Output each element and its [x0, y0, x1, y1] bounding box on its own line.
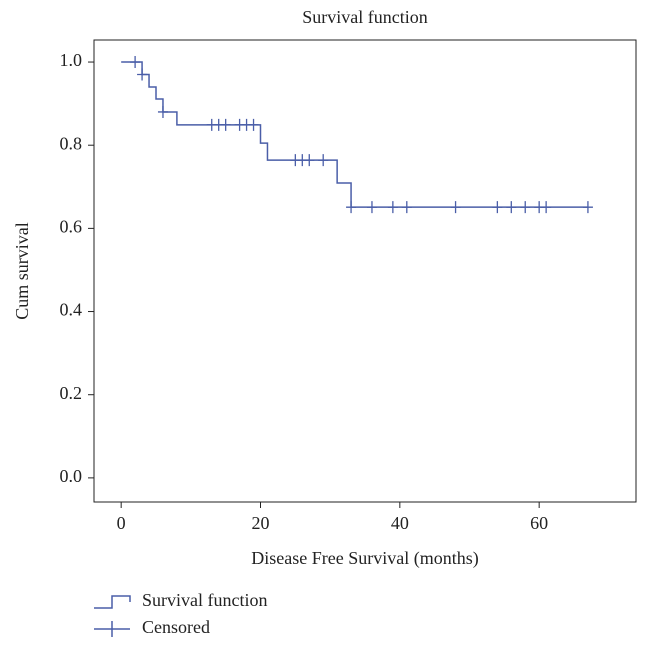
legend-swatch	[94, 621, 130, 637]
censor-mark	[366, 201, 377, 214]
censor-mark	[541, 201, 552, 214]
y-tick-label: 1.0	[60, 50, 83, 70]
x-tick-label: 60	[530, 513, 548, 533]
censor-mark	[450, 201, 461, 214]
chart-title: Survival function	[302, 7, 427, 27]
y-axis-label: Cum survival	[12, 222, 32, 320]
censor-mark	[304, 154, 315, 167]
x-tick-label: 20	[252, 513, 270, 533]
y-tick-label: 0.8	[60, 133, 83, 153]
censor-mark	[492, 201, 503, 214]
censor-mark	[248, 118, 259, 131]
censor-mark	[520, 201, 531, 214]
y-tick-label: 0.0	[60, 466, 83, 486]
legend-label: Censored	[142, 617, 210, 637]
survival-line	[121, 61, 588, 208]
plot-frame	[93, 39, 637, 503]
censor-mark	[346, 201, 357, 214]
x-axis-label: Disease Free Survival (months)	[251, 548, 478, 569]
censor-mark	[137, 68, 148, 81]
censor-mark	[130, 56, 141, 69]
legend-label: Survival function	[142, 590, 267, 610]
censor-mark	[318, 154, 329, 167]
censor-mark	[506, 201, 517, 214]
censor-mark	[401, 201, 412, 214]
x-tick-label: 40	[391, 513, 409, 533]
y-tick-label: 0.2	[60, 383, 83, 403]
censor-mark	[582, 201, 593, 214]
censor-mark	[387, 201, 398, 214]
legend-swatch	[94, 595, 131, 609]
x-tick-label: 0	[117, 513, 126, 533]
y-tick-label: 0.6	[60, 217, 83, 237]
censor-mark	[220, 118, 231, 131]
y-tick-label: 0.4	[60, 300, 83, 320]
censor-mark	[157, 105, 168, 118]
